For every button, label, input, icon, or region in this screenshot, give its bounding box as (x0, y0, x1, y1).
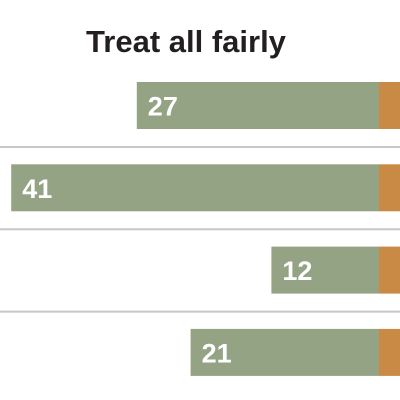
bar-segment-3 (379, 246, 400, 294)
bar-label-3: 12 (282, 256, 312, 286)
bar-1 (136, 82, 379, 129)
row-separators (0, 146, 400, 313)
bar-label-4: 21 (202, 338, 232, 368)
bar-label-1: 27 (148, 92, 178, 122)
bar-2 (11, 164, 379, 212)
bar-segment-1 (379, 82, 400, 129)
bar-4 (190, 328, 379, 376)
bar-label-2: 41 (22, 174, 52, 204)
bar-3 (271, 246, 379, 294)
bars-group: 27 41 12 21 (11, 82, 400, 376)
chart-title: Treat all fairly (86, 24, 287, 59)
bar-segment-2 (379, 164, 400, 212)
bar-segment-4 (379, 328, 400, 376)
